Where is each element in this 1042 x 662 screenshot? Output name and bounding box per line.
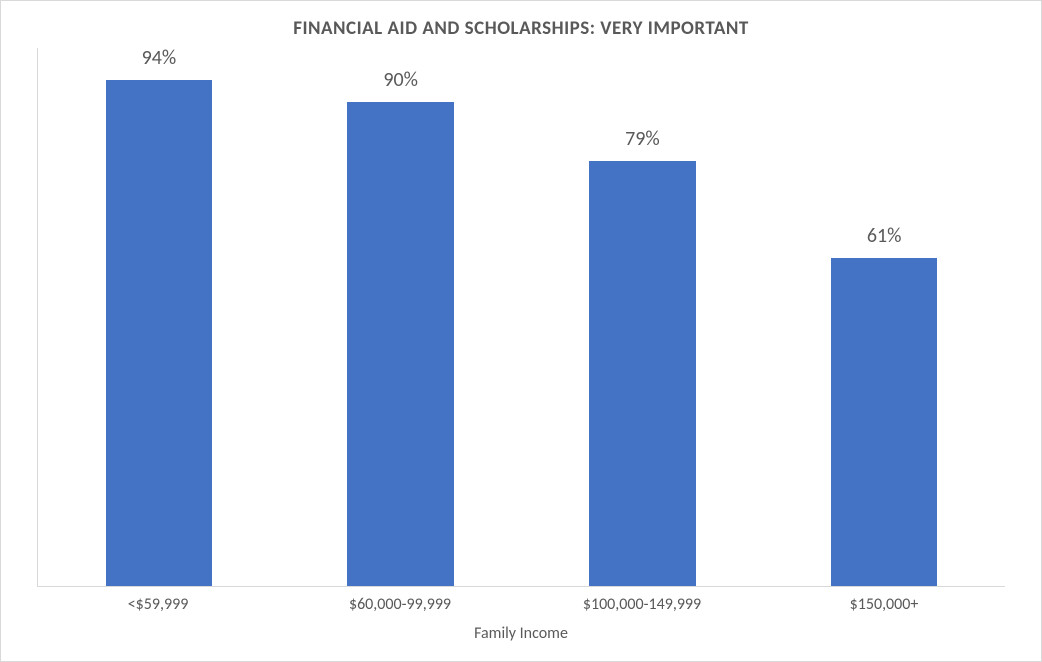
plot-area: 94% 90% 79% 61% bbox=[37, 48, 1005, 587]
bar bbox=[106, 80, 212, 586]
x-tick-label: $60,000-99,999 bbox=[279, 595, 521, 614]
bar bbox=[589, 161, 695, 586]
x-axis-label: Family Income bbox=[1, 614, 1041, 661]
bar bbox=[347, 102, 453, 586]
x-tick-label: $100,000-149,999 bbox=[521, 595, 763, 614]
chart-title: FINANCIAL AID AND SCHOLARSHIPS: VERY IMP… bbox=[1, 1, 1041, 40]
bar bbox=[831, 258, 937, 586]
data-label: 94% bbox=[142, 46, 177, 70]
x-tick-label: $150,000+ bbox=[763, 595, 1005, 614]
data-label: 61% bbox=[867, 224, 902, 248]
data-label: 90% bbox=[383, 68, 418, 92]
data-label: 79% bbox=[625, 127, 660, 151]
x-axis-tick-labels: <$59,999$60,000-99,999$100,000-149,999$1… bbox=[37, 595, 1005, 614]
x-tick-label: <$59,999 bbox=[37, 595, 279, 614]
chart-frame: FINANCIAL AID AND SCHOLARSHIPS: VERY IMP… bbox=[0, 0, 1042, 662]
